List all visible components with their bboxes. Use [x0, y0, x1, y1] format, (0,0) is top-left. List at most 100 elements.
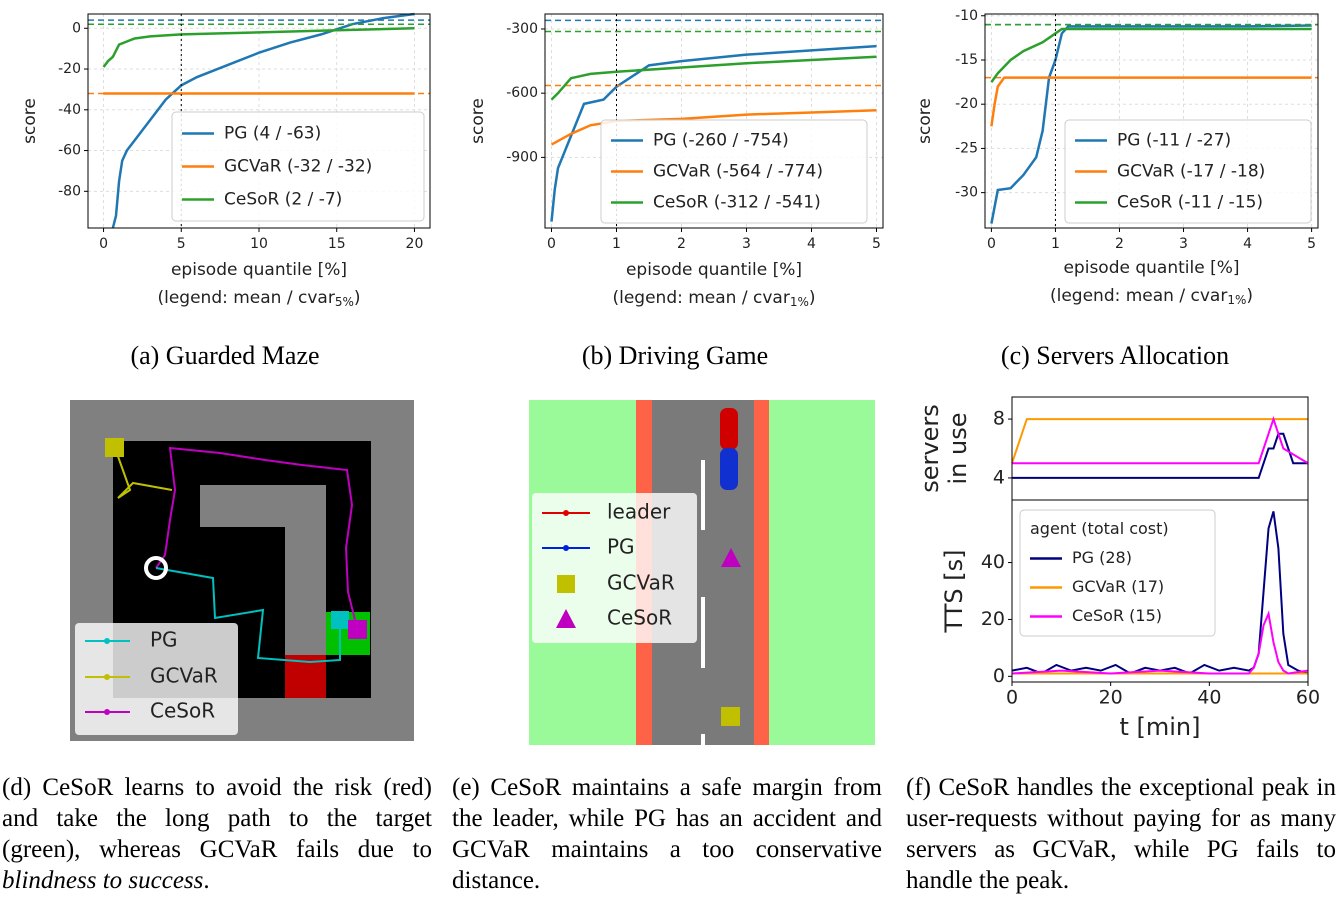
y-tick-label: -40 — [58, 102, 81, 118]
caption-text: (e) CeSoR maintains a safe margin from t… — [452, 774, 882, 894]
caption-text: (d) CeSoR learns to avoid the risk (red)… — [2, 774, 432, 863]
road-scene: leader PG GCVaR CeSoR — [529, 400, 875, 745]
y-axis-label: score — [20, 98, 40, 144]
gcvar-car — [721, 707, 740, 726]
caption: (c) Servers Allocation — [1000, 341, 1230, 370]
axes-frame — [1011, 499, 1309, 683]
pg-agent — [331, 611, 349, 629]
lane-dash — [701, 734, 705, 745]
legend-title: agent (total cost) — [1030, 519, 1169, 538]
legend-dot — [563, 545, 569, 551]
legend-label: CeSoR (15) — [1072, 606, 1162, 625]
legend-dot — [104, 709, 110, 715]
x-tick-label: 2 — [1115, 236, 1124, 252]
note-sub: 1% — [790, 295, 809, 309]
note-text: ) — [354, 288, 361, 308]
legend-label: leader — [607, 500, 671, 524]
x-tick-label: 0 — [987, 236, 996, 252]
x-tick-label: 1 — [1051, 236, 1060, 252]
legend-label: PG — [607, 535, 635, 559]
note-text: (legend: mean / cvar — [157, 288, 334, 308]
legend-dot — [104, 674, 110, 680]
y-axis-label: TTS [s] — [940, 550, 968, 634]
axes-frame — [87, 13, 431, 229]
series-line — [990, 76, 1312, 127]
caption-text: (f) CeSoR handles the exceptional peak i… — [906, 774, 1336, 894]
y-tick-label: -25 — [955, 140, 978, 156]
y-tick-label: -900 — [506, 149, 538, 165]
y-tick-label: -20 — [58, 61, 81, 77]
cesor-path — [155, 446, 358, 629]
x-tick-label: 5 — [1307, 236, 1316, 252]
legend-label: PG (28) — [1072, 548, 1132, 567]
x-tick-label: 3 — [742, 236, 751, 252]
legend-label: CeSoR (-11 / -15) — [1117, 193, 1263, 213]
x-tick-label: 5 — [177, 236, 186, 252]
x-axis-label: episode quantile [%] — [1063, 258, 1239, 278]
x-tick-label: 3 — [1179, 236, 1188, 252]
x-tick-label: 20 — [1099, 687, 1123, 709]
axes-frame — [544, 13, 884, 229]
legend-box — [1019, 509, 1216, 637]
note-text: ) — [809, 288, 816, 308]
x-tick-label: 0 — [1006, 687, 1018, 709]
maze-wall — [200, 485, 326, 527]
leader-car — [720, 408, 738, 450]
legend-label: CeSoR (-312 / -541) — [653, 193, 821, 213]
caption-text: . — [203, 867, 210, 894]
y-tick-label: -600 — [506, 85, 538, 101]
y-axis-label: score — [915, 98, 935, 144]
y-tick-label: 8 — [993, 408, 1005, 430]
axes-frame — [984, 13, 1319, 229]
y-tick-label: 20 — [981, 608, 1005, 630]
x-axis-label: episode quantile [%] — [171, 260, 347, 280]
legend-label: PG (4 / -63) — [224, 124, 321, 144]
x-tick-label: 1 — [612, 236, 621, 252]
lane-dash — [701, 460, 705, 530]
legend-label: PG (-11 / -27) — [1117, 131, 1231, 151]
caption: (e) CeSoR maintains a safe margin from t… — [452, 772, 882, 896]
y-axis-label: servers — [916, 404, 944, 492]
legend-label: GCVaR (-564 / -774) — [653, 162, 823, 182]
caption: (b) Driving Game — [581, 341, 769, 370]
x-tick-label: 20 — [406, 236, 424, 252]
axis-note: (legend: mean / cvar5%) — [157, 288, 360, 309]
x-tick-label: 10 — [250, 236, 268, 252]
road-edge — [754, 400, 769, 745]
cesor-agent — [348, 620, 367, 639]
y-axis-label: in use — [944, 413, 972, 485]
x-tick-label: 0 — [99, 236, 108, 252]
y-tick-label: 0 — [72, 20, 81, 36]
y-tick-label: 4 — [993, 466, 1005, 488]
legend-label: CeSoR (2 / -7) — [224, 190, 342, 210]
y-tick-label: -30 — [955, 185, 978, 201]
x-tick-label: 60 — [1296, 687, 1320, 709]
pg-path — [155, 567, 341, 664]
y-tick-label: -10 — [955, 8, 978, 24]
legend-label: GCVaR (17) — [1072, 577, 1164, 596]
series-line — [550, 44, 877, 222]
y-tick-label: -300 — [506, 21, 538, 37]
x-tick-label: 2 — [677, 236, 686, 252]
axis-note: (legend: mean / cvar1%) — [612, 288, 815, 309]
legend-dot — [104, 638, 110, 644]
series-line — [1012, 432, 1308, 479]
x-tick-label: 4 — [1243, 236, 1252, 252]
legend-label: CeSoR — [150, 699, 215, 723]
y-axis-label: score — [468, 98, 488, 144]
y-tick-label: -15 — [955, 52, 978, 68]
legend-label: GCVaR (-32 / -32) — [224, 157, 372, 177]
x-tick-label: 0 — [547, 236, 556, 252]
caption: (d) CeSoR learns to avoid the risk (red)… — [2, 772, 432, 896]
start — [144, 556, 168, 580]
legend-box — [171, 111, 425, 222]
x-tick-label: 5 — [872, 236, 881, 252]
legend-label: GCVaR (-17 / -18) — [1117, 162, 1265, 182]
x-tick-label: 15 — [328, 236, 346, 252]
series-line — [1011, 418, 1308, 464]
series-line — [1012, 415, 1309, 465]
x-axis-label: episode quantile [%] — [626, 260, 802, 280]
note-sub: 1% — [1227, 293, 1246, 307]
